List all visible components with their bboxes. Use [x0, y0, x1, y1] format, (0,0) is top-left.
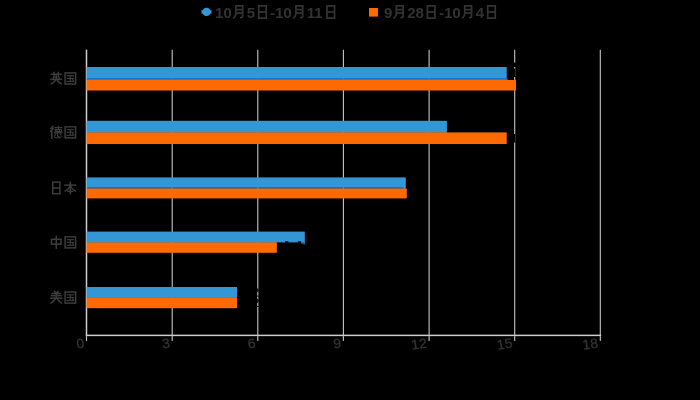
svg-text:9: 9	[384, 5, 392, 22]
svg-text:9: 9	[332, 335, 342, 352]
svg-text:15: 15	[496, 335, 514, 353]
svg-text:3: 3	[161, 335, 171, 352]
svg-text:5.27: 5.27	[243, 296, 267, 310]
svg-text:4: 4	[476, 5, 485, 22]
svg-text:10: 10	[275, 5, 292, 22]
svg-text:5.27: 5.27	[243, 286, 267, 300]
svg-text:10: 10	[215, 5, 232, 22]
svg-text:11: 11	[307, 5, 323, 22]
svg-text:5: 5	[247, 5, 255, 22]
svg-text:12.62: 12.62	[451, 120, 481, 134]
svg-text:18: 18	[581, 335, 599, 353]
svg-text:15.04: 15.04	[520, 79, 550, 93]
svg-text:10: 10	[444, 5, 461, 22]
svg-text:12: 12	[410, 335, 428, 353]
svg-text:6.66: 6.66	[281, 241, 305, 255]
svg-text:14.71: 14.71	[511, 66, 541, 80]
svg-text:7.64: 7.64	[309, 230, 333, 244]
svg-text:0: 0	[75, 335, 85, 352]
svg-text:-: -	[439, 5, 444, 22]
svg-text:28: 28	[407, 5, 424, 22]
svg-text:-: -	[270, 5, 275, 22]
svg-text:14.71: 14.71	[511, 132, 541, 146]
svg-text:6: 6	[247, 335, 257, 352]
